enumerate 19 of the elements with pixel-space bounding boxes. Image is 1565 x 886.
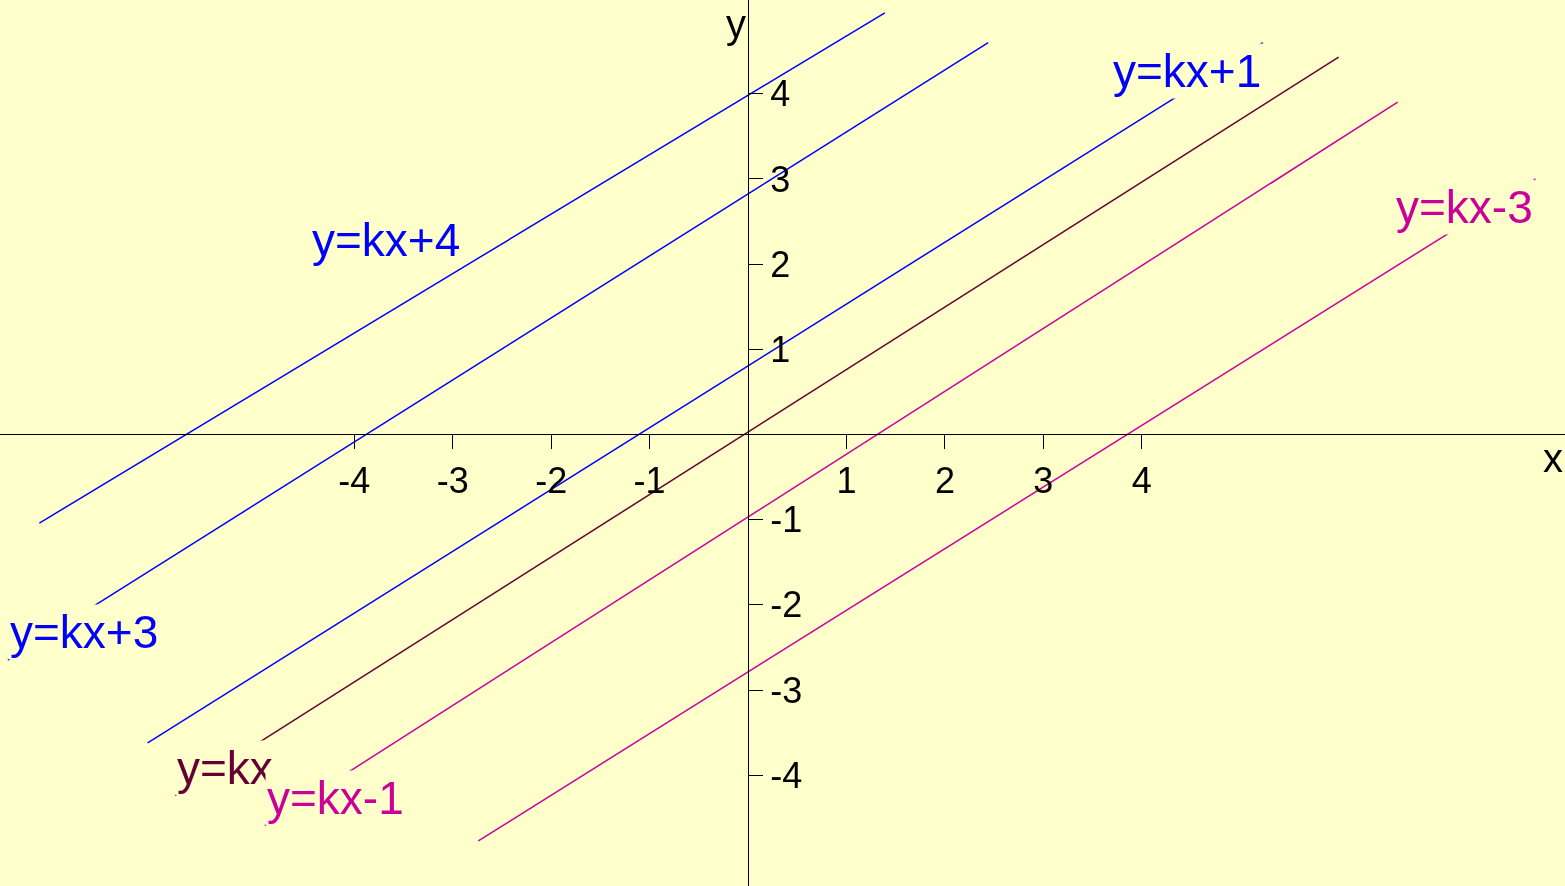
x-axis-title: x [1543, 436, 1563, 480]
series-label: y=kx+1 [1113, 45, 1262, 97]
x-tick-label: -1 [633, 459, 666, 501]
y-tick-label: -1 [770, 499, 803, 541]
y-tick-label: -3 [770, 669, 803, 711]
y-tick-label: 4 [770, 73, 791, 115]
y-axis-title: y [726, 2, 746, 46]
x-tick-label: 1 [836, 459, 857, 501]
x-tick-label: -3 [436, 459, 469, 501]
y-tick-label: -4 [770, 754, 803, 796]
x-tick-label: 4 [1131, 459, 1152, 501]
y-tick-label: -2 [770, 584, 803, 626]
y-tick-label: 2 [770, 243, 791, 285]
series-label: y=kx+4 [312, 214, 461, 266]
series-label: y=kx+3 [10, 606, 159, 658]
x-tick-label: 2 [934, 459, 955, 501]
series-label: y=kx-3 [1396, 181, 1533, 233]
x-tick-label: -4 [338, 459, 371, 501]
x-tick-label: -2 [535, 459, 568, 501]
